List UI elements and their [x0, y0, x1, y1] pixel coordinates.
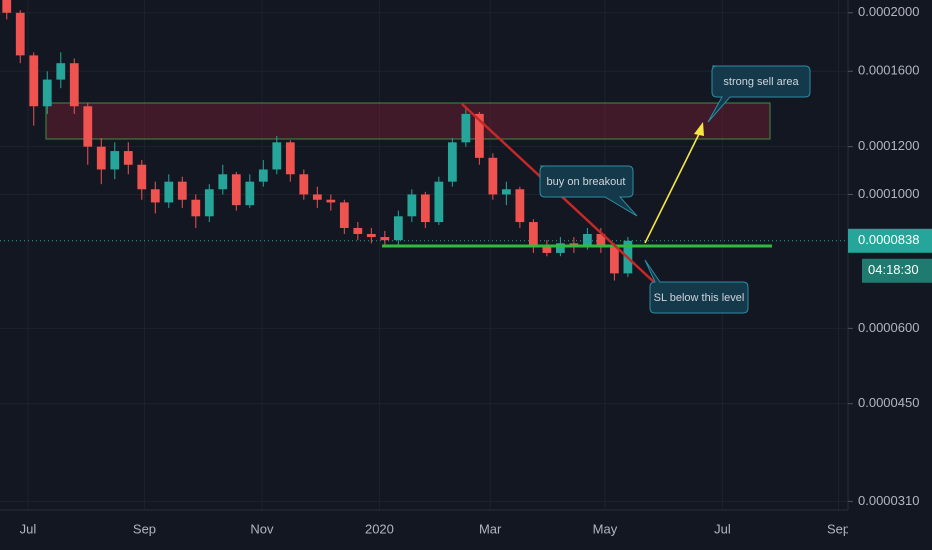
candle-body [96, 146, 106, 170]
y-tick-label: 0.0000600 [858, 320, 919, 335]
candle-body [56, 63, 66, 80]
candle-body [299, 174, 309, 195]
grid [0, 0, 848, 510]
candle-body [610, 246, 619, 274]
y-tick-label: 0.0001000 [858, 186, 919, 201]
last-price-label: 0.0000838 [858, 232, 919, 247]
x-tick-label: Nov [250, 521, 274, 536]
candle-body [191, 199, 201, 217]
candle-body [29, 55, 39, 107]
candle-body [339, 202, 349, 228]
sell-zone [45, 102, 771, 140]
candle-body [258, 169, 268, 182]
candle-body [501, 189, 511, 195]
x-tick-label: Jul [20, 521, 37, 536]
candle-body [177, 181, 187, 200]
callout-box [644, 259, 749, 314]
candle-body [245, 181, 255, 206]
arrow-head [694, 122, 704, 136]
candle-body [69, 63, 79, 107]
x-tick-label: Mar [479, 521, 502, 536]
x-axis: Jul Sep Nov 2020 Mar May Jul Sep [20, 521, 850, 536]
annotation-text: strong sell area [723, 76, 799, 88]
candle-body [488, 157, 498, 195]
candle-body [2, 0, 12, 13]
candle-body [272, 142, 282, 170]
candle-body [434, 181, 444, 223]
arrow-shaft [644, 131, 701, 244]
candle-body [474, 113, 484, 158]
candle-body [447, 142, 457, 182]
candles [2, 0, 633, 281]
candle-body [515, 189, 525, 223]
y-tick-label: 0.0001600 [858, 63, 919, 78]
annotation-text: buy on breakout [547, 176, 626, 188]
y-tick-label: 0.0001200 [858, 138, 919, 153]
y-tick-label: 0.0000450 [858, 395, 919, 410]
last-price-badge [848, 228, 932, 253]
trend-line [461, 103, 669, 296]
candle-body [555, 243, 565, 253]
candle-body [285, 142, 295, 175]
candle-body [150, 189, 160, 203]
y-axis: 0.0002000 0.0001600 0.0001200 0.0001000 0.00… [848, 4, 932, 508]
x-tick-label: Jul [714, 521, 731, 536]
candle-body [583, 233, 592, 247]
candle-body [15, 12, 25, 56]
y-tick-label: 0.0000310 [858, 493, 919, 508]
candle-body [380, 237, 390, 241]
candle-body [407, 194, 417, 217]
candle-body [42, 79, 52, 107]
callout-box [539, 165, 638, 217]
candle-body [393, 216, 403, 241]
callout-box [707, 65, 811, 123]
candle-body [420, 194, 430, 223]
candle-body [83, 106, 93, 147]
candle-body [110, 151, 120, 170]
x-tick-label: May [593, 521, 618, 536]
candle-body [218, 174, 228, 190]
countdown-badge [862, 258, 932, 283]
annotation-text: SL below this level [654, 292, 745, 304]
candle-body [528, 222, 538, 247]
candle-body [123, 151, 133, 165]
candle-body [137, 164, 147, 190]
candle-body [366, 233, 376, 238]
candle-body [542, 246, 552, 253]
candle-body [164, 181, 174, 203]
x-tick-label: Sep [827, 521, 850, 536]
candle-body [204, 189, 214, 217]
candle-body [596, 233, 606, 247]
x-tick-label: 2020 [365, 521, 394, 536]
y-tick-label: 0.0002000 [858, 4, 919, 19]
candle-body [353, 227, 363, 234]
candle-body [312, 194, 322, 200]
x-tick-label: Sep [133, 521, 156, 536]
candle-body [231, 174, 241, 206]
countdown-label: 04:18:30 [868, 262, 919, 277]
candle-body [461, 113, 471, 143]
candle-body [326, 199, 336, 203]
